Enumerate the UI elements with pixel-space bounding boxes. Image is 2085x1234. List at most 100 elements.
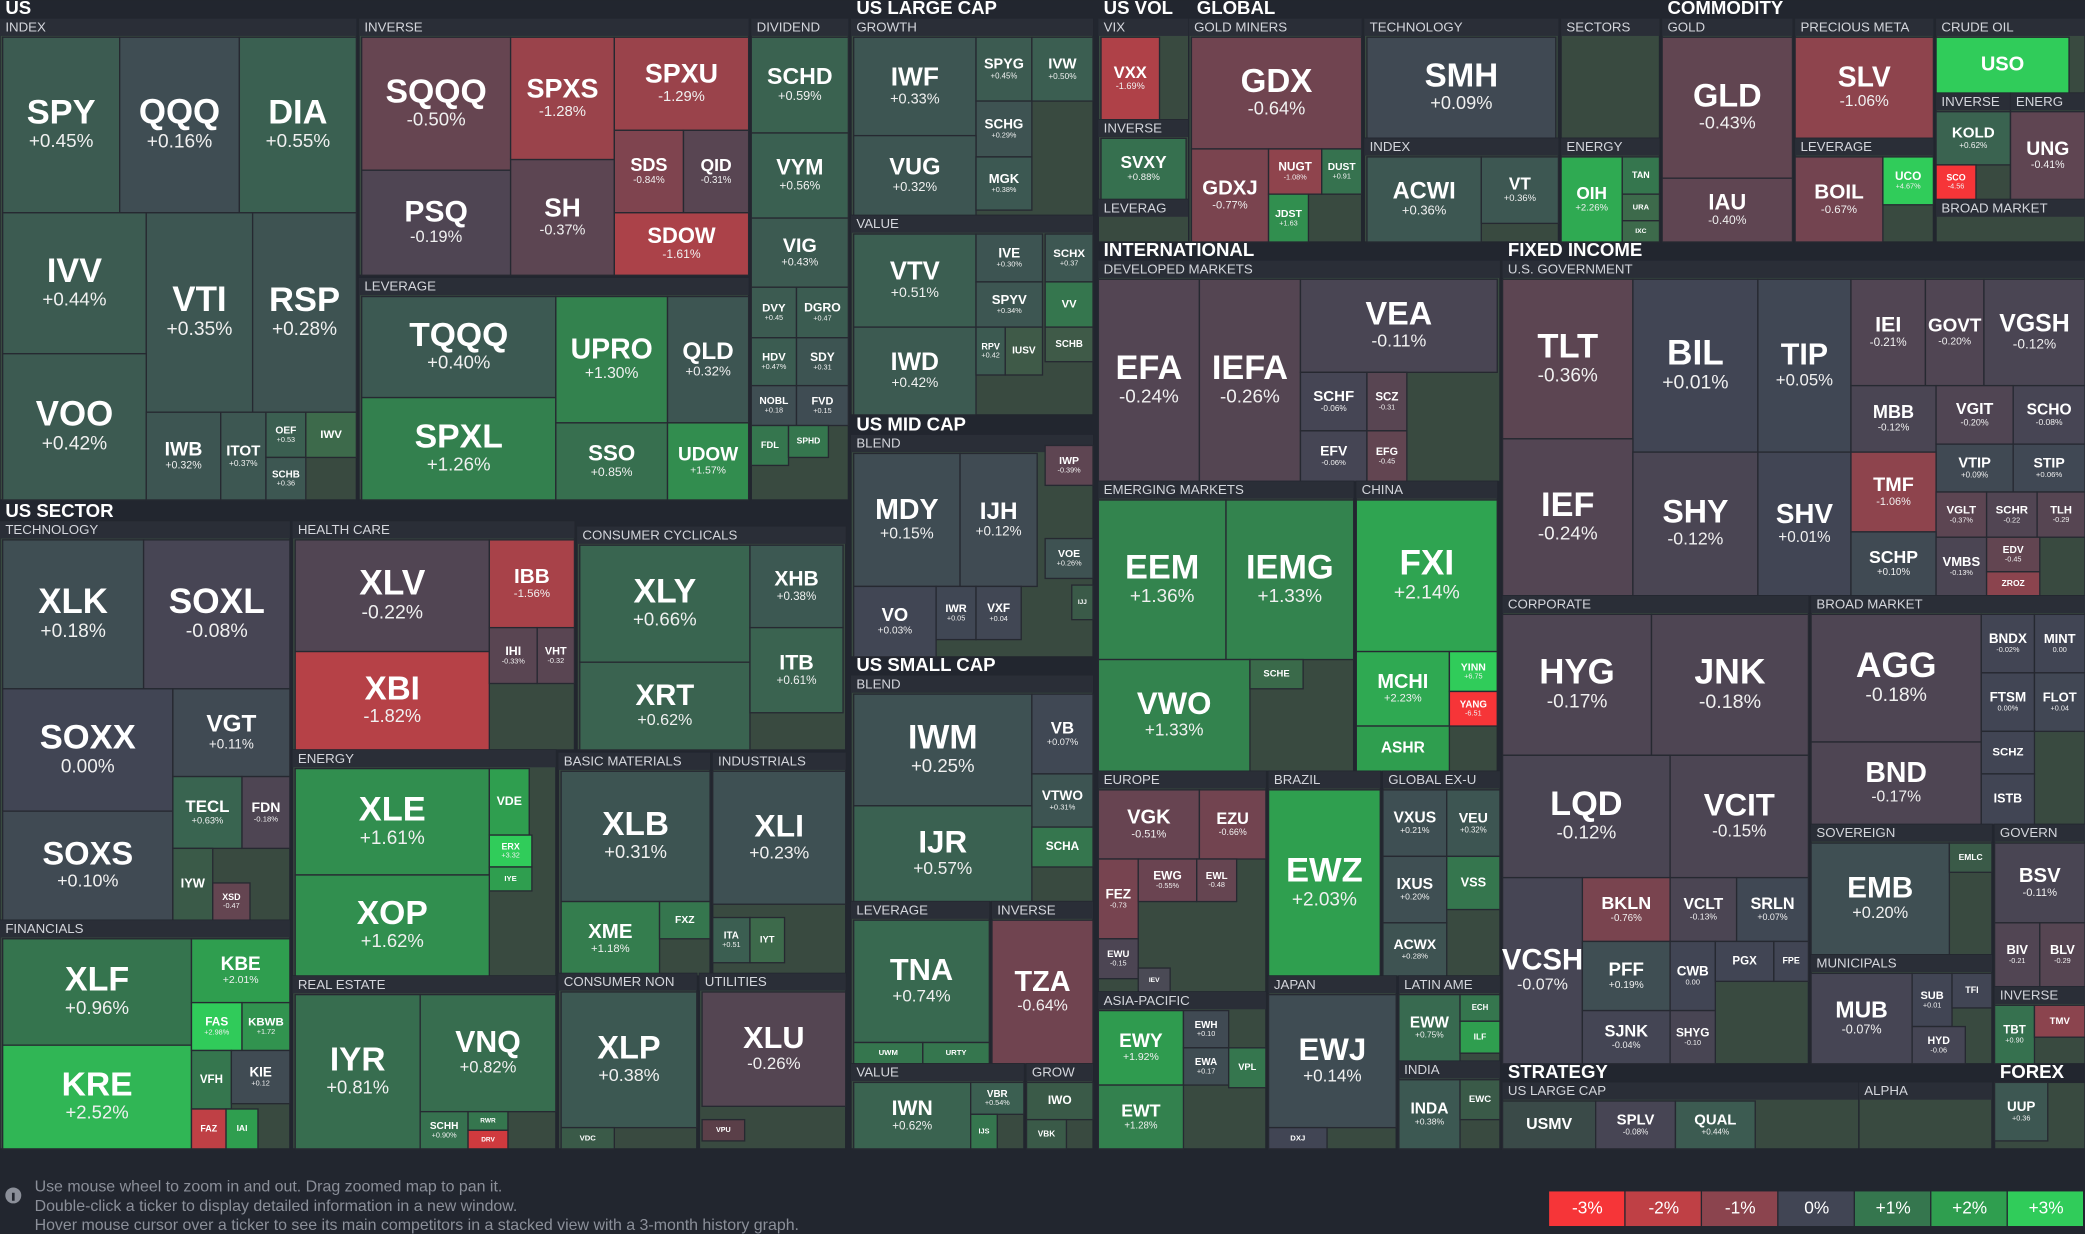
tile[interactable] — [1661, 36, 1794, 179]
tile[interactable] — [1321, 148, 1363, 195]
tile[interactable] — [2012, 384, 2085, 445]
tile[interactable] — [959, 452, 1038, 588]
tile[interactable] — [2039, 922, 2085, 988]
tile[interactable] — [1882, 156, 1935, 206]
tile[interactable] — [230, 1049, 291, 1105]
tile[interactable] — [1594, 1100, 1677, 1150]
tile[interactable] — [361, 396, 557, 501]
tile[interactable] — [225, 1108, 259, 1150]
tile[interactable] — [1459, 1020, 1501, 1054]
tile[interactable] — [1810, 842, 1951, 956]
tile[interactable] — [1810, 972, 1913, 1065]
tile[interactable] — [853, 326, 977, 416]
tile[interactable] — [682, 129, 750, 214]
tile[interactable] — [1501, 278, 1634, 440]
tile[interactable] — [970, 1113, 998, 1150]
tile[interactable] — [555, 295, 669, 424]
tile[interactable] — [749, 916, 786, 964]
tile[interactable] — [1044, 326, 1094, 363]
tile[interactable] — [1031, 693, 1094, 775]
tile[interactable] — [361, 36, 512, 171]
tile[interactable] — [1669, 754, 1810, 879]
tile[interactable] — [305, 411, 358, 459]
tile[interactable] — [1993, 922, 2041, 988]
tile[interactable] — [488, 539, 576, 629]
tile[interactable] — [1267, 148, 1323, 195]
tile[interactable] — [1398, 1079, 1461, 1150]
tile[interactable] — [294, 539, 491, 653]
tile[interactable] — [1935, 111, 2012, 166]
tile[interactable] — [1, 938, 193, 1046]
tile[interactable] — [1097, 789, 1201, 860]
tile[interactable] — [1621, 220, 1661, 243]
tile[interactable] — [1911, 1025, 1966, 1065]
tile[interactable] — [1044, 444, 1094, 487]
tile[interactable] — [1935, 164, 1977, 201]
tile[interactable] — [853, 36, 977, 137]
tile[interactable] — [1100, 36, 1161, 121]
tile[interactable] — [142, 539, 291, 690]
tile[interactable] — [1031, 826, 1094, 868]
tile[interactable] — [1031, 773, 1094, 828]
tile[interactable] — [1198, 789, 1267, 860]
tile[interactable] — [1459, 993, 1501, 1022]
tile[interactable] — [579, 661, 751, 751]
tile[interactable] — [975, 585, 1022, 641]
tile[interactable] — [467, 1129, 509, 1150]
tile[interactable] — [1980, 730, 2036, 775]
tile[interactable] — [1299, 371, 1368, 432]
tile[interactable] — [853, 919, 990, 1044]
tile[interactable] — [1980, 613, 2036, 674]
tile[interactable] — [975, 156, 1033, 211]
tile[interactable] — [1044, 537, 1094, 580]
tile[interactable] — [1, 36, 121, 214]
tile[interactable] — [712, 770, 847, 905]
tile[interactable] — [1071, 584, 1094, 621]
tile[interactable] — [712, 916, 751, 964]
tile[interactable] — [1366, 430, 1408, 483]
tile[interactable] — [1714, 940, 1775, 983]
tile[interactable] — [509, 158, 615, 276]
tile[interactable] — [1650, 613, 1810, 756]
tile[interactable] — [1446, 855, 1501, 911]
tile[interactable] — [1980, 672, 2036, 733]
tile[interactable] — [1196, 858, 1238, 903]
tile[interactable] — [1850, 531, 1937, 597]
tile[interactable] — [294, 767, 491, 876]
tile[interactable] — [613, 36, 750, 131]
tile[interactable] — [1031, 36, 1094, 102]
tile[interactable] — [1951, 972, 1993, 1009]
tile[interactable] — [750, 132, 850, 219]
tile[interactable] — [1985, 491, 2038, 538]
tile[interactable] — [555, 422, 669, 501]
tile[interactable] — [1355, 725, 1451, 772]
tile[interactable] — [1366, 156, 1482, 243]
tile[interactable] — [1025, 1118, 1068, 1150]
tile[interactable] — [1501, 876, 1584, 1065]
tile[interactable] — [1355, 499, 1498, 653]
tile[interactable] — [1249, 658, 1304, 690]
tile[interactable] — [1480, 156, 1560, 225]
tile[interactable] — [1850, 278, 1927, 387]
tile[interactable] — [1794, 36, 1935, 139]
tile[interactable] — [1182, 1009, 1230, 1049]
tile[interactable] — [1097, 858, 1139, 940]
tile[interactable] — [1669, 876, 1738, 943]
tile[interactable] — [1459, 1079, 1501, 1121]
tile[interactable] — [1267, 789, 1381, 977]
tile[interactable] — [1, 810, 174, 921]
tile[interactable] — [238, 36, 358, 214]
tile[interactable] — [1632, 278, 1759, 453]
tile[interactable] — [750, 36, 850, 134]
tile[interactable] — [579, 544, 751, 663]
tile[interactable] — [853, 805, 1033, 903]
tile[interactable] — [1581, 940, 1671, 1012]
tile[interactable] — [853, 452, 961, 588]
tile[interactable] — [1661, 177, 1794, 243]
tile[interactable] — [1398, 993, 1461, 1062]
tile[interactable] — [991, 919, 1094, 1065]
tile[interactable] — [1757, 278, 1852, 453]
tile[interactable] — [488, 834, 533, 868]
tile[interactable] — [658, 900, 711, 940]
tile[interactable] — [749, 626, 844, 714]
